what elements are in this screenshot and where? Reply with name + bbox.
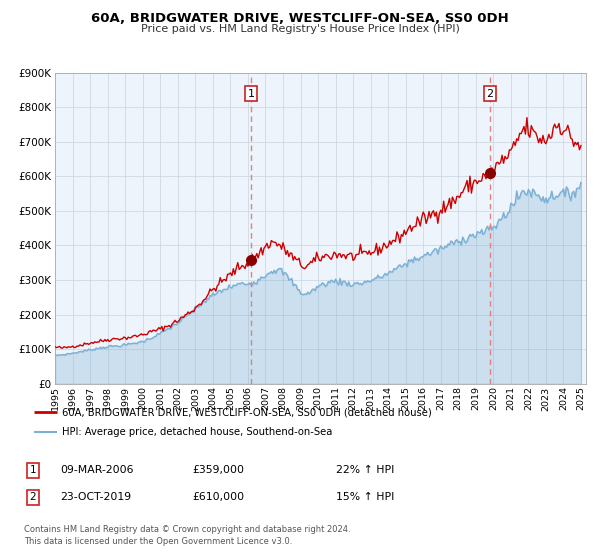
Text: 22% ↑ HPI: 22% ↑ HPI xyxy=(336,465,394,475)
Text: 60A, BRIDGWATER DRIVE, WESTCLIFF-ON-SEA, SS0 0DH (detached house): 60A, BRIDGWATER DRIVE, WESTCLIFF-ON-SEA,… xyxy=(62,407,431,417)
Text: 1: 1 xyxy=(29,465,37,475)
Text: Price paid vs. HM Land Registry's House Price Index (HPI): Price paid vs. HM Land Registry's House … xyxy=(140,24,460,34)
Text: £610,000: £610,000 xyxy=(192,492,244,502)
Text: £359,000: £359,000 xyxy=(192,465,244,475)
Text: 2: 2 xyxy=(29,492,37,502)
Text: 60A, BRIDGWATER DRIVE, WESTCLIFF-ON-SEA, SS0 0DH: 60A, BRIDGWATER DRIVE, WESTCLIFF-ON-SEA,… xyxy=(91,12,509,25)
Text: 15% ↑ HPI: 15% ↑ HPI xyxy=(336,492,394,502)
Text: HPI: Average price, detached house, Southend-on-Sea: HPI: Average price, detached house, Sout… xyxy=(62,427,332,437)
Text: Contains HM Land Registry data © Crown copyright and database right 2024.
This d: Contains HM Land Registry data © Crown c… xyxy=(24,525,350,546)
Text: 2: 2 xyxy=(487,88,494,99)
Text: 1: 1 xyxy=(248,88,254,99)
Text: 09-MAR-2006: 09-MAR-2006 xyxy=(60,465,133,475)
Text: 23-OCT-2019: 23-OCT-2019 xyxy=(60,492,131,502)
